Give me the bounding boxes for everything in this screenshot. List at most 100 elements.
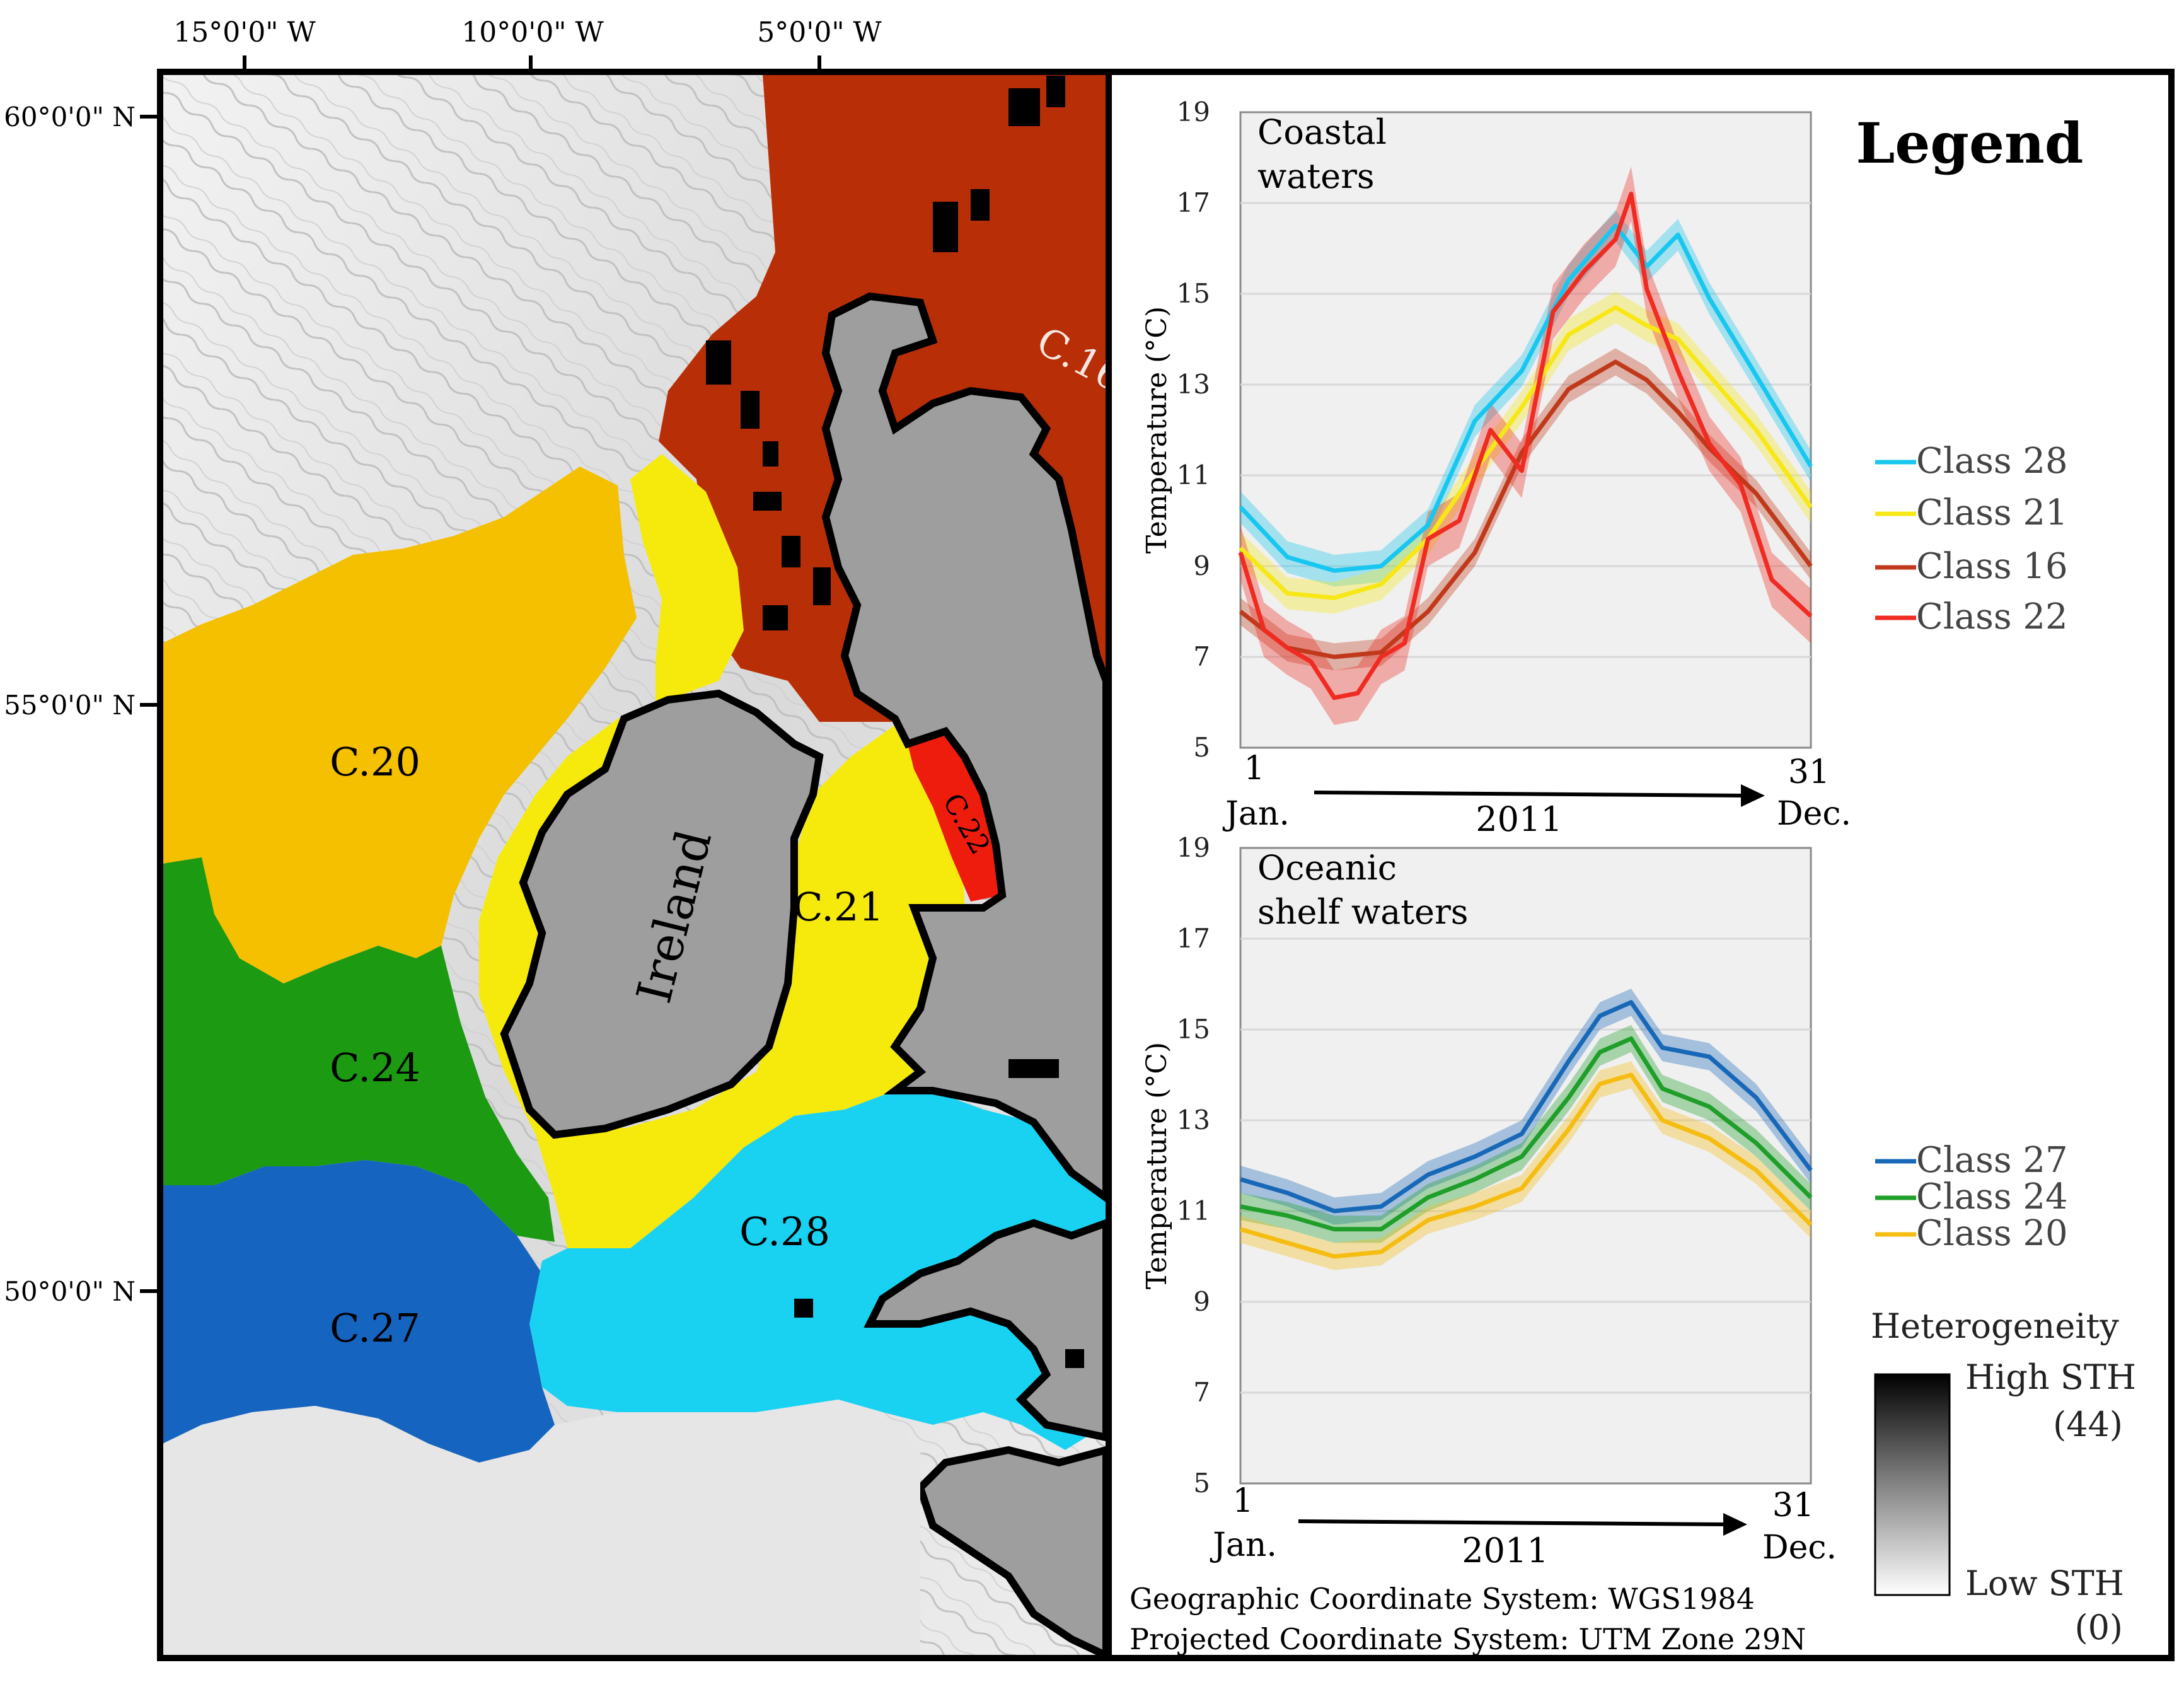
legend-title: Legend <box>1856 110 2084 176</box>
y-tick-label: 15 <box>1177 278 1210 309</box>
chart-coastal-plot-area <box>1239 111 1812 749</box>
chart-coastal-xstart-month: Jan. <box>1222 795 1290 833</box>
south-deep-sea <box>163 1400 920 1656</box>
y-tick-label: 15 <box>1177 1014 1210 1045</box>
series-line-class-16 <box>1239 359 1813 659</box>
crs-projected: Projected Coordinate System: UTM Zone 29… <box>1130 1622 1806 1656</box>
chart-coastal-xstart-day: 1 <box>1244 750 1264 787</box>
chart-oceanic-lines <box>1240 1000 1813 1259</box>
chart-coastal-title-line2: waters <box>1257 156 1375 196</box>
legend-entry-class28: Class 28 <box>1875 441 2068 482</box>
heterogeneity-ramp <box>1874 1373 1951 1596</box>
y-tick-label: 13 <box>1177 369 1210 400</box>
chart-oceanic-time-arrowhead <box>1723 1513 1747 1536</box>
chart-coastal-title-line1: Coastal <box>1257 112 1387 152</box>
land-ireland <box>500 689 824 1139</box>
lat-label-2: 55°0'0" N <box>4 690 136 721</box>
land-cornwall <box>864 1219 1106 1442</box>
y-tick-label: 19 <box>1177 832 1210 863</box>
chart-coastal-xmid: 2011 <box>1476 799 1562 839</box>
chart-oceanic-xstart-day: 1 <box>1232 1482 1253 1520</box>
series-band-class-20 <box>1240 1061 1811 1270</box>
y-tick-label: 7 <box>1193 641 1210 672</box>
label-c27: C.27 <box>330 1305 420 1351</box>
series-band-class-24 <box>1240 1024 1811 1243</box>
lat-axis: 60°0'0" N 55°0'0" N 50°0'0" N <box>4 102 160 1307</box>
legend-label-class22: Class 22 <box>1916 596 2068 637</box>
heterogeneity-low-value: (0) <box>2075 1608 2123 1647</box>
legend-entry-class24: Class 24 <box>1875 1176 2068 1217</box>
crs-geographic: Geographic Coordinate System: WGS1984 <box>1130 1582 1755 1616</box>
legend-label-class16: Class 16 <box>1916 546 2068 587</box>
land-great-britain <box>821 292 1106 1203</box>
legend-entry-class20: Class 20 <box>1875 1213 2068 1254</box>
series-band-class-28 <box>1240 209 1811 587</box>
chart-oceanic-ylabel: Temperature (°C) <box>1141 1042 1173 1289</box>
chart-coastal-xend-month: Dec. <box>1777 795 1851 833</box>
legend-label-class27: Class 27 <box>1916 1140 2068 1181</box>
chart-coastal-lines <box>1238 192 1813 700</box>
series-band-class-21 <box>1240 291 1811 614</box>
region-c21 <box>479 454 964 1248</box>
y-tick-label: 7 <box>1193 1377 1210 1408</box>
series-line-class-22 <box>1238 192 1813 700</box>
label-c24: C.24 <box>330 1045 420 1091</box>
label-c20: C.20 <box>330 739 420 785</box>
y-tick-label: 13 <box>1177 1105 1210 1135</box>
chart-coastal-xend-day: 31 <box>1788 753 1830 791</box>
chart-oceanic-title-line1: Oceanic <box>1257 848 1397 888</box>
chart-oceanic: 5 7 9 11 13 15 17 19 Oceanic shelf waters Tempe… <box>1141 832 1837 1570</box>
y-tick-label: 11 <box>1177 460 1210 490</box>
y-tick-label: 5 <box>1193 732 1210 763</box>
legend-label-class20: Class 20 <box>1916 1213 2068 1254</box>
lon-label-3: 5°0'0" W <box>757 16 882 49</box>
chart-oceanic-xend-day: 31 <box>1772 1487 1814 1524</box>
y-tick-label: 9 <box>1193 1286 1210 1317</box>
region-c20 <box>163 467 637 983</box>
land-brittany <box>916 1446 1106 1656</box>
y-tick-label: 5 <box>1193 1468 1210 1499</box>
chart-oceanic-xend-month: Dec. <box>1762 1529 1837 1567</box>
y-tick-label: 17 <box>1177 923 1210 954</box>
chart-coastal-time-arrowhead <box>1741 784 1765 807</box>
lon-axis: 15°0'0" W 10°0'0" W 5°0'0" W <box>173 16 882 72</box>
legend-label-class21: Class 21 <box>1916 492 2068 533</box>
heterogeneity-high-value: (44) <box>2053 1405 2123 1444</box>
legend-label-class28: Class 28 <box>1916 441 2068 482</box>
y-tick-label: 11 <box>1177 1195 1210 1226</box>
chart-oceanic-xstart-month: Jan. <box>1210 1526 1277 1564</box>
lat-label-1: 60°0'0" N <box>4 102 136 132</box>
y-tick-label: 17 <box>1177 187 1210 218</box>
chart-coastal-yticks: 5 7 9 11 13 15 17 19 <box>1177 96 1210 763</box>
legend-oceanic-entries: Class 27 Class 24 Class 20 <box>1875 1140 2068 1254</box>
label-c21: C.21 <box>793 884 884 930</box>
legend-entry-class21: Class 21 <box>1875 492 2068 533</box>
legend-entry-class16: Class 16 <box>1875 546 2068 587</box>
legend-coastal-entries: Class 28 Class 21 Class 16 Class 22 <box>1875 441 2068 637</box>
lat-label-3: 50°0'0" N <box>4 1276 136 1307</box>
map-panel: 15°0'0" W 10°0'0" W 5°0'0" W 60°0'0" N 5… <box>4 16 1131 1661</box>
heterogeneity-low-label: Low STH <box>1965 1563 2124 1603</box>
label-c28: C.28 <box>739 1209 830 1255</box>
series-band-class-16 <box>1240 348 1811 671</box>
chart-oceanic-plot-area <box>1239 847 1812 1485</box>
series-line-class-27 <box>1240 1000 1813 1214</box>
series-line-class-28 <box>1239 223 1813 573</box>
chart-oceanic-title-line2: shelf waters <box>1257 892 1468 932</box>
series-line-class-24 <box>1240 1036 1813 1232</box>
chart-coastal: 5 7 9 11 13 15 17 19 Coastal waters Temperature… <box>1141 96 1851 839</box>
chart-oceanic-yticks: 5 7 9 11 13 15 17 19 <box>1177 832 1210 1499</box>
chart-coastal-time-arrow <box>1314 791 1747 798</box>
series-line-class-20 <box>1240 1072 1813 1259</box>
region-c27 <box>163 1160 555 1463</box>
region-c24 <box>163 857 555 1242</box>
y-tick-label: 19 <box>1177 96 1210 127</box>
heterogeneity-high-label: High STH <box>1965 1357 2136 1397</box>
lon-label-1: 15°0'0" W <box>173 16 316 49</box>
heterogeneity-title: Heterogeneity <box>1871 1306 2119 1346</box>
lon-label-2: 10°0'0" W <box>461 16 604 49</box>
region-c28 <box>529 1091 1106 1450</box>
y-tick-label: 9 <box>1193 550 1210 581</box>
legend-label-class24: Class 24 <box>1916 1176 2068 1217</box>
